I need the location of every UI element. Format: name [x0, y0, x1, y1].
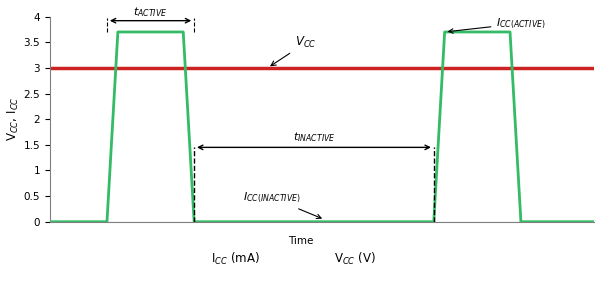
Text: Time: Time — [287, 236, 313, 246]
Text: $V_{CC}$: $V_{CC}$ — [271, 35, 316, 66]
Text: $I_{CC(INACTIVE)}$: $I_{CC(INACTIVE)}$ — [243, 191, 321, 218]
Text: V$_{CC}$ (V): V$_{CC}$ (V) — [334, 251, 376, 266]
Text: $t_{ACTIVE}$: $t_{ACTIVE}$ — [133, 5, 168, 19]
Y-axis label: V$_{CC}$, I$_{CC}$: V$_{CC}$, I$_{CC}$ — [5, 97, 20, 141]
Text: $t_{INACTIVE}$: $t_{INACTIVE}$ — [293, 131, 335, 144]
Text: I$_{CC}$ (mA): I$_{CC}$ (mA) — [211, 251, 259, 266]
Text: $I_{CC(ACTIVE)}$: $I_{CC(ACTIVE)}$ — [449, 16, 546, 33]
